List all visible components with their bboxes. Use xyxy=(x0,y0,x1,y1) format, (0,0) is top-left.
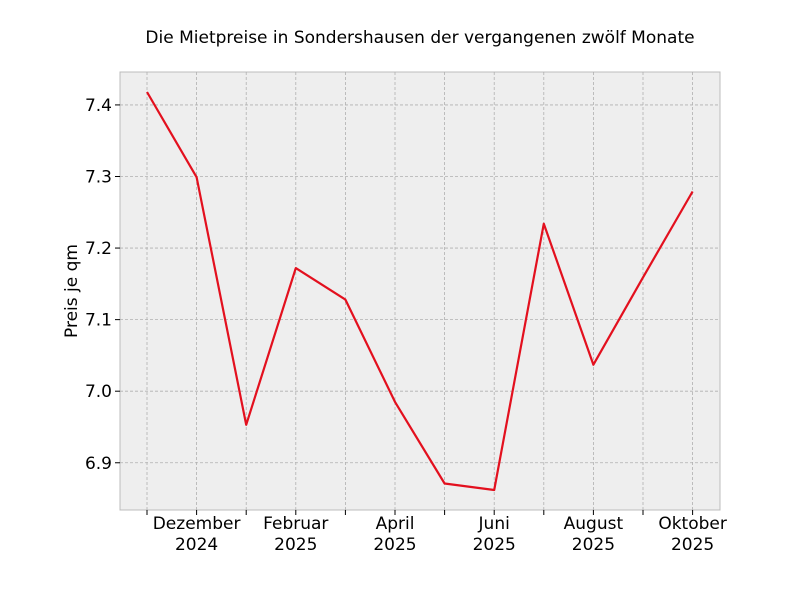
chart-title: Die Mietpreise in Sondershausen der verg… xyxy=(145,28,694,48)
x-tick-label-year: 2025 xyxy=(473,535,516,555)
x-tick-label: Februar xyxy=(263,514,328,534)
x-tick-label-year: 2024 xyxy=(175,535,218,555)
x-tick-label: August xyxy=(564,514,624,534)
series-layer xyxy=(146,91,694,492)
ticks: 6.97.07.17.27.37.4Dezember2024Februar202… xyxy=(85,96,727,555)
y-tick-label: 7.0 xyxy=(85,382,112,402)
x-tick-label: Oktober xyxy=(658,514,727,534)
grid xyxy=(120,72,720,510)
x-tick-label-year: 2025 xyxy=(373,535,416,555)
x-tick-label-year: 2025 xyxy=(274,535,317,555)
y-tick-label: 7.2 xyxy=(85,239,112,259)
y-tick-label: 7.4 xyxy=(85,96,112,116)
y-tick-label: 7.3 xyxy=(85,167,112,187)
x-tick-label-year: 2025 xyxy=(671,535,714,555)
x-tick-label: April xyxy=(376,514,415,534)
x-tick-label-year: 2025 xyxy=(572,535,615,555)
y-axis-label: Preis je qm xyxy=(62,244,82,338)
series-line xyxy=(146,91,694,492)
y-tick-label: 6.9 xyxy=(85,454,112,474)
x-tick-label: Juni xyxy=(478,514,510,534)
y-tick-label: 7.1 xyxy=(85,311,112,331)
x-tick-label: Dezember xyxy=(153,514,241,534)
